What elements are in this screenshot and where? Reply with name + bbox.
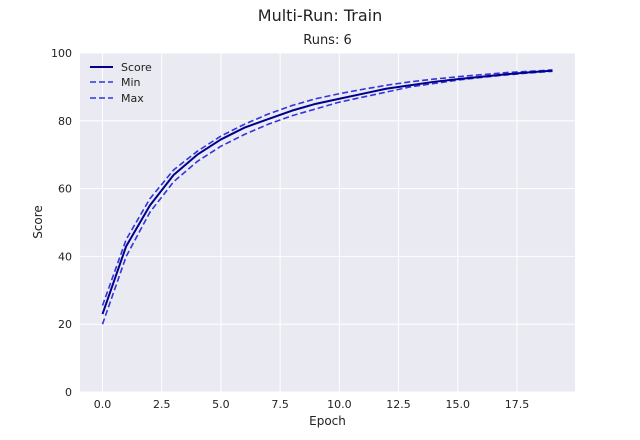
legend: Score Min Max	[90, 61, 152, 105]
series-line-score	[101, 69, 553, 315]
plot-area	[80, 53, 575, 392]
y-tick-label: 20	[58, 318, 72, 331]
x-tick-label: 12.5	[386, 398, 411, 411]
x-tick-label: 2.5	[153, 398, 171, 411]
legend-score-label: Score	[121, 61, 152, 74]
x-tick-label: 0.0	[94, 398, 112, 411]
x-tick-label: 10.0	[327, 398, 352, 411]
x-tick-label: 15.0	[446, 398, 471, 411]
x-tick-label: 5.0	[212, 398, 230, 411]
x-tick-label: 17.5	[505, 398, 530, 411]
y-tick-label: 40	[58, 250, 72, 263]
y-tick-label: 0	[65, 386, 72, 399]
y-axis-title: Score	[31, 205, 45, 239]
y-tick-label: 100	[51, 47, 72, 60]
grid-lines	[80, 52, 575, 393]
legend-min-label: Min	[121, 76, 141, 89]
y-tick-label: 60	[58, 183, 72, 196]
legend-max-label: Max	[121, 92, 144, 105]
series-line-max	[101, 69, 553, 306]
figure-suptitle: Multi-Run: Train	[258, 6, 382, 25]
series-lines	[101, 69, 553, 325]
x-tick-label: 7.5	[271, 398, 289, 411]
x-tick-labels: 0.0 2.5 5.0 7.5 10.0 12.5 15.0 17.5	[94, 398, 529, 411]
chart-title: Runs: 6	[303, 33, 351, 48]
y-tick-labels: 0 20 40 60 80 100	[51, 47, 72, 399]
y-tick-label: 80	[58, 115, 72, 128]
x-axis-title: Epoch	[309, 414, 346, 428]
